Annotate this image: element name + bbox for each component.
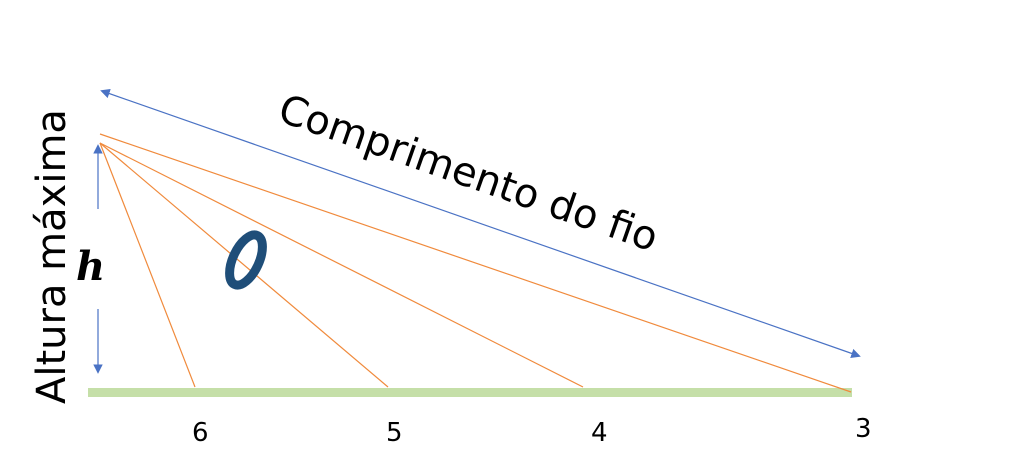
wire-length-arrow — [100, 89, 861, 358]
wire-line-5 — [99, 142, 389, 388]
position-label-3: 3 — [855, 414, 872, 444]
height-symbol: h — [76, 243, 105, 290]
position-label-6: 6 — [192, 418, 209, 448]
position-label-5: 5 — [386, 418, 403, 448]
wire-length-label: Comprimento do fio — [273, 86, 664, 261]
ring-icon — [225, 230, 267, 290]
wire-line-6 — [99, 142, 196, 388]
max-height-label: Altura máxima — [29, 109, 75, 404]
ground-bar — [88, 388, 852, 397]
position-label-4: 4 — [591, 418, 608, 448]
